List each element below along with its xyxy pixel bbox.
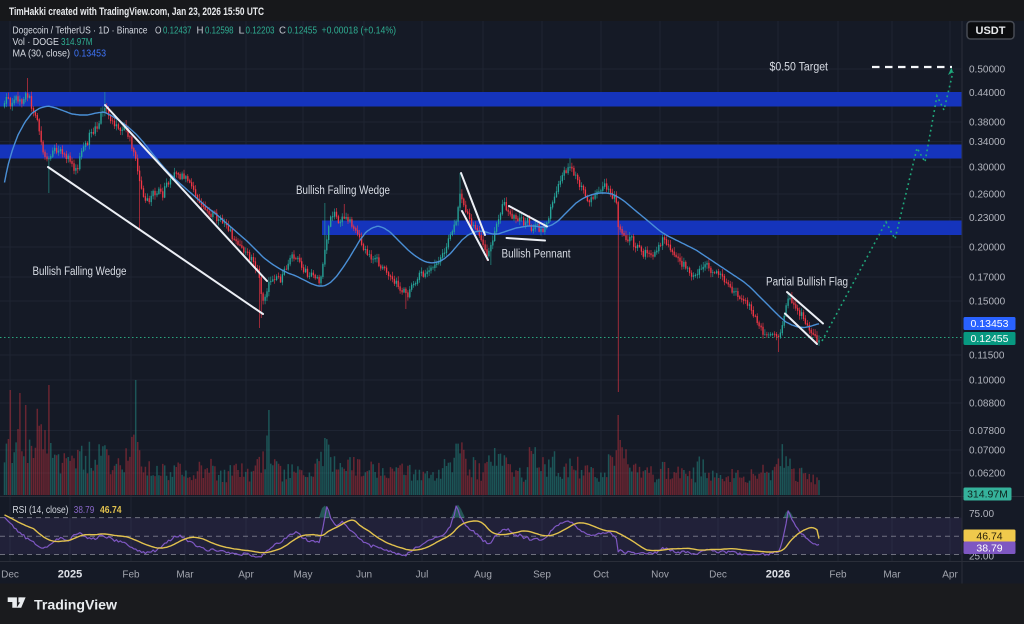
svg-text:0.34000: 0.34000: [969, 137, 1006, 148]
svg-text:0.12437: 0.12437: [163, 25, 192, 37]
svg-text:0.13453: 0.13453: [971, 318, 1009, 330]
svg-text:0.38000: 0.38000: [969, 118, 1006, 129]
svg-text:0.23000: 0.23000: [969, 213, 1006, 224]
svg-text:$0.50 Target: $0.50 Target: [770, 62, 829, 74]
svg-text:TimHakki created with TradingV: TimHakki created with TradingView.com, J…: [9, 6, 264, 18]
svg-text:0.30000: 0.30000: [969, 163, 1006, 174]
svg-text:0.08800: 0.08800: [969, 399, 1006, 410]
svg-text:Mar: Mar: [883, 570, 901, 581]
svg-text:MA (30, close): MA (30, close): [13, 48, 71, 60]
svg-text:0.12598: 0.12598: [205, 25, 234, 37]
svg-text:Bullish Pennant: Bullish Pennant: [502, 249, 572, 261]
svg-text:46.74: 46.74: [976, 531, 1002, 543]
svg-text:0.50000: 0.50000: [969, 65, 1006, 76]
svg-text:25.00: 25.00: [969, 552, 994, 563]
svg-text:0.17000: 0.17000: [969, 273, 1006, 284]
svg-text:75.00: 75.00: [969, 509, 994, 520]
svg-text:0.11500: 0.11500: [969, 351, 1005, 362]
svg-text:0.07800: 0.07800: [969, 426, 1006, 437]
svg-text:0.12455: 0.12455: [971, 333, 1009, 345]
svg-text:38.79: 38.79: [976, 543, 1002, 555]
svg-text:Apr: Apr: [238, 570, 254, 581]
svg-text:Aug: Aug: [474, 570, 492, 581]
svg-text:TradingView: TradingView: [34, 597, 117, 613]
svg-text:0.20000: 0.20000: [969, 243, 1006, 254]
svg-text:Bullish Falling Wedge: Bullish Falling Wedge: [33, 266, 127, 278]
svg-text:0.10000: 0.10000: [969, 376, 1006, 387]
svg-text:O: O: [155, 25, 162, 37]
svg-text:Bullish Falling Wedge: Bullish Falling Wedge: [296, 185, 390, 197]
svg-text:H: H: [197, 25, 204, 37]
svg-text:USDT: USDT: [976, 25, 1006, 37]
svg-text:Jun: Jun: [356, 570, 372, 581]
svg-text:+0.00018 (+0.14%): +0.00018 (+0.14%): [322, 25, 397, 37]
svg-text:0.12203: 0.12203: [246, 25, 275, 37]
svg-text:0.12455: 0.12455: [288, 25, 318, 37]
svg-text:46.74: 46.74: [100, 504, 122, 516]
svg-text:Mar: Mar: [176, 570, 194, 581]
svg-text:C: C: [279, 25, 286, 37]
svg-text:RSI (14, close): RSI (14, close): [13, 504, 69, 516]
svg-text:0.13453: 0.13453: [74, 48, 106, 60]
svg-text:Dec: Dec: [1, 570, 19, 581]
svg-text:0.06200: 0.06200: [969, 469, 1006, 480]
svg-text:314.97M: 314.97M: [61, 36, 93, 48]
svg-text:Feb: Feb: [122, 570, 140, 581]
svg-text:0.07000: 0.07000: [969, 446, 1006, 457]
svg-text:Feb: Feb: [829, 570, 847, 581]
svg-text:314.97M: 314.97M: [967, 489, 1008, 501]
svg-text:Nov: Nov: [651, 570, 669, 581]
svg-text:May: May: [294, 570, 313, 581]
svg-text:Partial Bullish Flag: Partial Bullish Flag: [766, 277, 848, 289]
svg-text:2026: 2026: [766, 569, 790, 581]
svg-text:Sep: Sep: [533, 570, 551, 581]
svg-text:L: L: [239, 25, 245, 37]
svg-text:0.26000: 0.26000: [969, 190, 1006, 201]
svg-text:Dogecoin / TetherUS · 1D · Bin: Dogecoin / TetherUS · 1D · Binance: [13, 25, 148, 37]
svg-text:2025: 2025: [58, 569, 82, 581]
svg-text:Oct: Oct: [593, 570, 609, 581]
svg-text:38.79: 38.79: [74, 504, 95, 516]
svg-text:Apr: Apr: [942, 570, 958, 581]
svg-text:0.44000: 0.44000: [969, 88, 1006, 99]
svg-text:Vol · DOGE: Vol · DOGE: [13, 36, 60, 48]
svg-text:Jul: Jul: [416, 570, 429, 581]
svg-text:0.15000: 0.15000: [969, 297, 1006, 308]
svg-text:Dec: Dec: [709, 570, 727, 581]
